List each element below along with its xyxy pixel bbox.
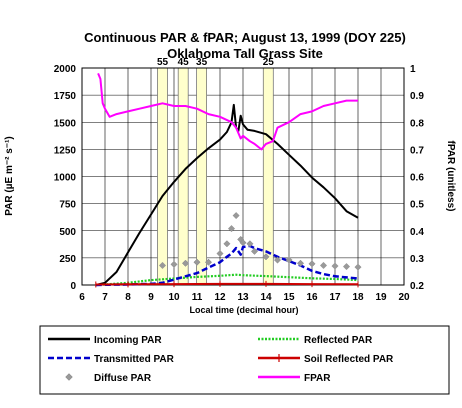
- chart-subtitle: Oklahoma Tall Grass Site: [167, 46, 323, 61]
- x-tick-label: 16: [306, 292, 318, 303]
- chart-title: Continuous PAR & fPAR; August 13, 1999 (…: [84, 30, 406, 45]
- diffuse-par-point: [250, 247, 259, 255]
- sun-angle-band: [196, 67, 208, 286]
- diffuse-par-point: [158, 261, 167, 270]
- x-tick-label: 10: [168, 292, 180, 303]
- diffuse-par-point: [273, 256, 282, 264]
- legend-label-diffuse-par: Diffuse PAR: [94, 373, 152, 384]
- x-tick-label: 14: [260, 292, 272, 303]
- x-tick-label: 15: [283, 292, 295, 303]
- y-right-tick-label: 0.9: [410, 91, 424, 102]
- y-axis-left-label: PAR (µE m⁻² s⁻¹): [4, 136, 15, 215]
- diffuse-par-point: [354, 263, 362, 271]
- y-right-tick-label: 0.5: [410, 200, 424, 211]
- diffuse-par-point: [262, 253, 270, 261]
- y-right-tick-label: 0.3: [410, 254, 424, 265]
- legend: Incoming PAR Reflected PAR Transmitted PAR…: [39, 325, 450, 395]
- legend-label-incoming-par: Incoming PAR: [94, 335, 162, 346]
- diffuse-par-point: [246, 240, 254, 248]
- x-tick-label: 20: [398, 292, 410, 303]
- diffuse-par-point: [204, 258, 213, 266]
- diffuse-par-point: [239, 239, 247, 247]
- sun-angle-label: 55: [157, 57, 169, 68]
- y-right-tick-label: 0.8: [410, 118, 424, 129]
- legend-label-soil-reflected-par: Soil Reflected PAR: [304, 354, 394, 365]
- diffuse-par-point: [319, 261, 328, 270]
- x-tick-label: 12: [214, 292, 226, 303]
- x-tick-label: 6: [79, 292, 85, 303]
- plot-frame: [81, 67, 405, 286]
- y-right-tick-label: 0.6: [410, 173, 424, 184]
- diffuse-par-point: [308, 260, 316, 268]
- y-right-tick-label: 0.7: [410, 145, 424, 156]
- x-tick-label: 7: [102, 292, 108, 303]
- reflected-par-line: [95, 273, 359, 287]
- x-tick-label: 8: [125, 292, 131, 303]
- incoming-par-line: [95, 103, 359, 286]
- y-left-tick-label: 1000: [54, 173, 77, 184]
- y-right-tick-label: 1: [410, 64, 416, 75]
- x-tick-label: 19: [375, 292, 387, 303]
- sun-angle-label: 35: [196, 57, 208, 68]
- sun-angle-band: [157, 67, 168, 286]
- diffuse-par-point: [342, 263, 351, 271]
- transmitted-par-line: [95, 244, 359, 287]
- soil-reflected-par-line: [95, 282, 359, 286]
- sun-angle-label: 45: [178, 57, 190, 68]
- diffuse-par-point: [232, 212, 240, 220]
- y-left-tick-label: 2000: [54, 64, 77, 75]
- x-axis-label: Local time (decimal hour): [189, 305, 298, 315]
- diffuse-par-point: [216, 249, 224, 258]
- diffuse-par-point: [296, 259, 305, 267]
- y-left-tick-label: 0: [70, 281, 76, 292]
- x-tick-label: 17: [329, 292, 341, 303]
- x-tick-label: 18: [352, 292, 364, 303]
- diffuse-par-point: [331, 262, 339, 270]
- legend-label-fpar: FPAR: [304, 373, 331, 384]
- y-right-tick-label: 0.4: [410, 227, 424, 238]
- diffuse-par-point: [285, 256, 293, 264]
- sun-angle-label: 25: [263, 57, 275, 68]
- y-left-tick-label: 250: [59, 254, 76, 265]
- diffuse-par-point: [181, 259, 190, 267]
- diffuse-par-point: [227, 225, 236, 233]
- x-tick-label: 11: [192, 292, 203, 303]
- diffuse-par-point: [193, 258, 201, 266]
- x-tick-label: 13: [237, 292, 249, 303]
- y-left-tick-label: 750: [59, 200, 76, 211]
- y-left-tick-label: 500: [59, 227, 76, 238]
- y-left-tick-label: 1250: [54, 145, 77, 156]
- fpar-line: [97, 73, 358, 151]
- diffuse-par-point: [170, 260, 178, 268]
- legend-label-reflected-par: Reflected PAR: [304, 335, 373, 346]
- y-axis-right-label: fPAR (unitless): [445, 141, 456, 212]
- y-left-tick-label: 1750: [54, 91, 77, 102]
- diffuse-par-point: [223, 240, 231, 248]
- legend-box: [39, 325, 450, 395]
- legend-label-transmitted-par: Transmitted PAR: [94, 354, 175, 365]
- y-right-tick-label: 0.2: [410, 281, 424, 292]
- y-left-tick-label: 1500: [54, 118, 77, 129]
- x-tick-label: 9: [148, 292, 154, 303]
- legend-swatch-diffuse-par: [65, 373, 73, 381]
